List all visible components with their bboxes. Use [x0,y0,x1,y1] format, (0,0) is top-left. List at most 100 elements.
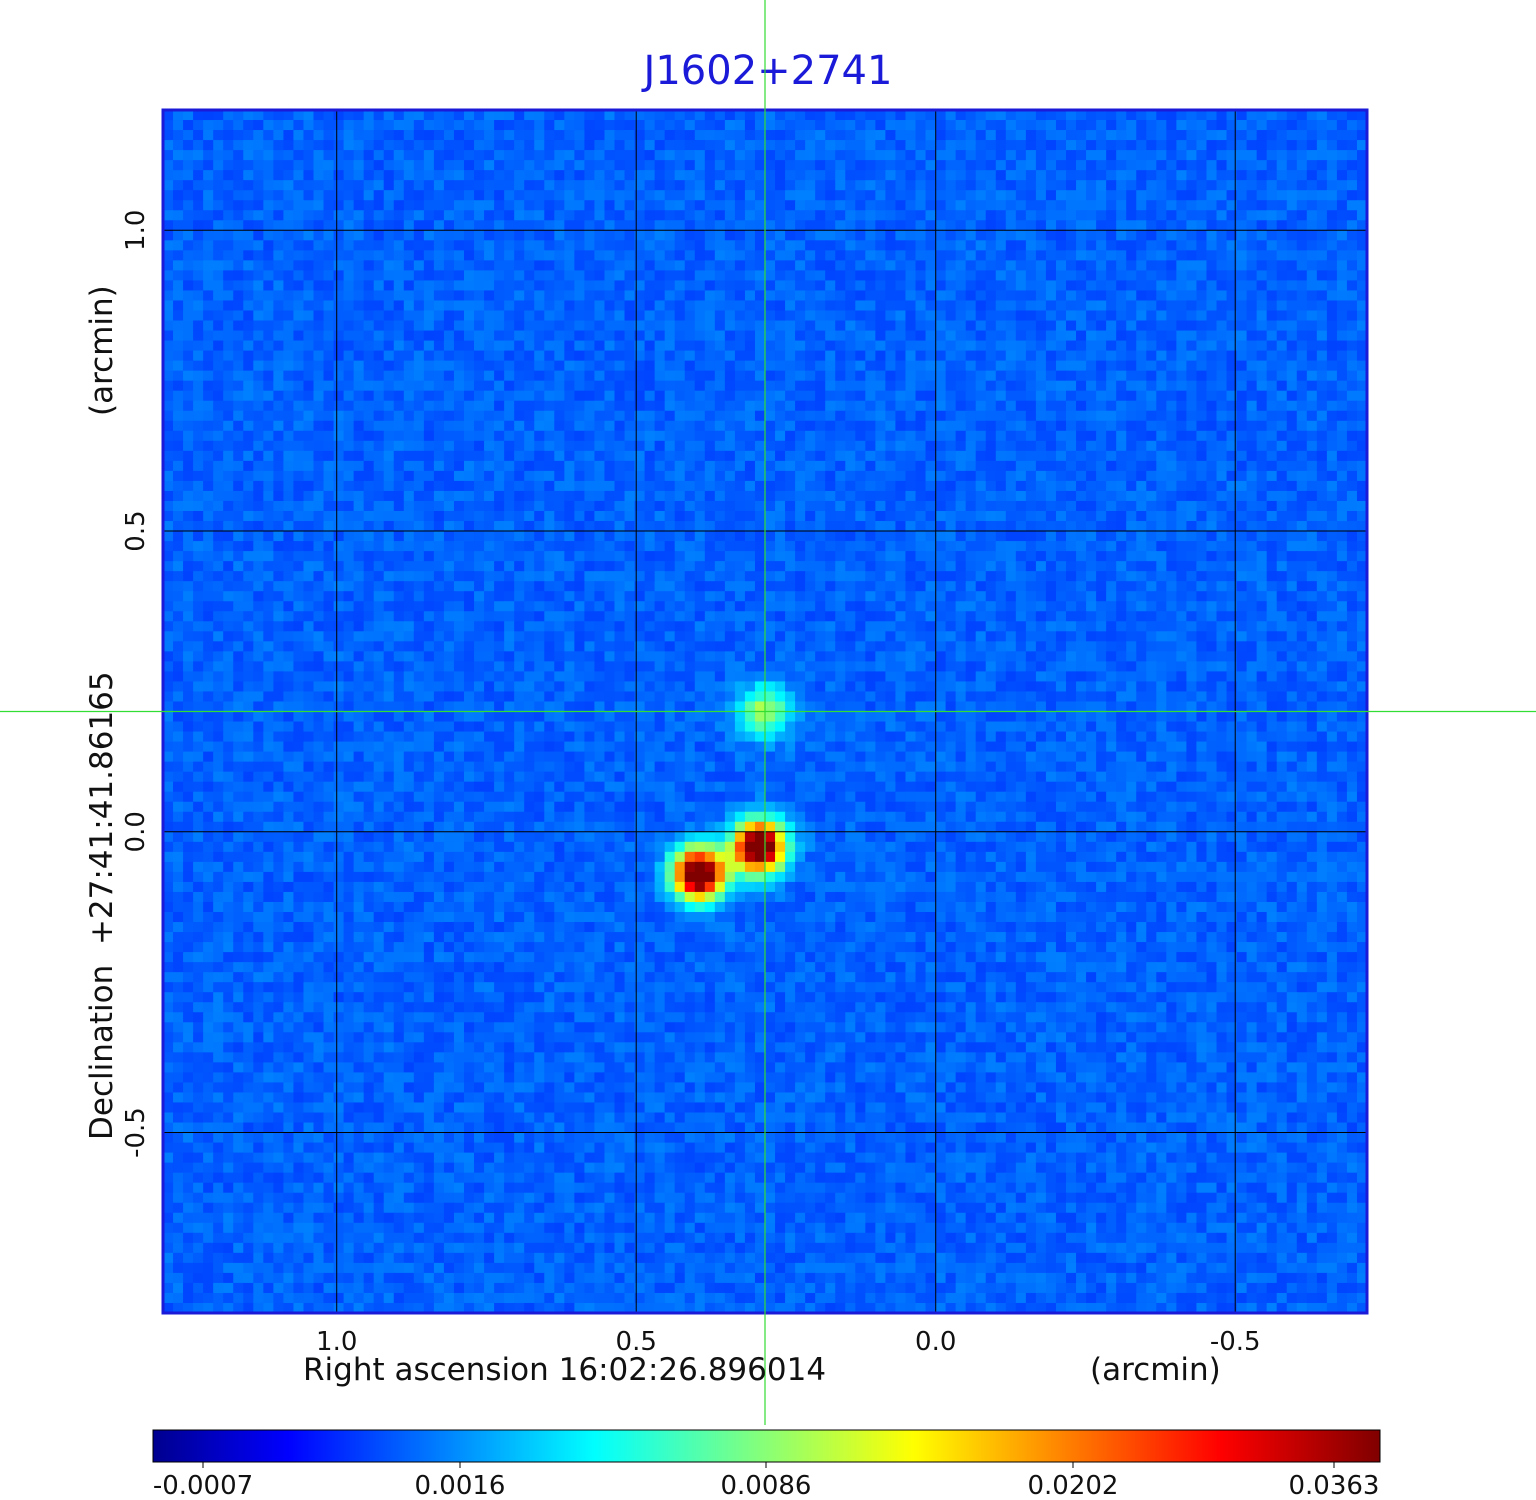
heatmap-pixel [163,120,174,131]
heatmap-pixel [624,420,636,432]
heatmap-pixel [644,500,656,512]
heatmap-pixel [1236,230,1248,241]
heatmap-pixel [213,350,224,362]
heatmap-pixel [564,160,575,171]
heatmap-pixel [514,250,525,261]
heatmap-pixel [1286,360,1298,372]
heatmap-pixel [443,220,455,231]
heatmap-pixel [815,140,826,151]
heatmap-pixel [1256,340,1268,352]
heatmap-pixel [1296,220,1308,231]
heatmap-pixel [624,480,636,492]
heatmap-pixel [895,360,907,372]
heatmap-pixel [1266,120,1278,131]
heatmap-pixel [795,490,806,502]
heatmap-pixel [213,220,224,231]
heatmap-pixel [805,460,816,472]
heatmap-pixel [1096,270,1107,282]
heatmap-pixel [1246,400,1258,412]
heatmap-pixel [704,240,716,251]
heatmap-pixel [1316,120,1328,131]
heatmap-pixel [1246,390,1258,402]
heatmap-pixel [1116,300,1127,312]
heatmap-pixel [805,270,816,282]
heatmap-pixel [584,160,596,171]
heatmap-pixel [1116,370,1127,382]
heatmap-pixel [1346,150,1358,161]
heatmap-pixel [664,190,676,201]
heatmap-pixel [474,370,485,382]
heatmap-pixel [845,240,856,251]
heatmap-pixel [494,390,505,402]
heatmap-pixel [1266,170,1278,181]
heatmap-pixel [1226,220,1238,231]
heatmap-pixel [293,310,305,322]
heatmap-pixel [293,230,305,241]
heatmap-pixel [604,511,616,522]
heatmap-pixel [564,380,575,392]
heatmap-pixel [895,440,907,452]
heatmap-pixel [865,410,876,422]
heatmap-pixel [985,400,997,412]
heatmap-pixel [1346,490,1358,502]
heatmap-pixel [524,450,535,462]
heatmap-pixel [343,290,355,302]
heatmap-pixel [734,460,746,472]
heatmap-pixel [1025,180,1037,191]
heatmap-pixel [1336,250,1348,261]
heatmap-pixel [253,160,264,171]
heatmap-pixel [233,170,244,181]
heatmap-pixel [754,250,766,261]
heatmap-pixel [604,320,616,332]
heatmap-pixel [1256,480,1268,492]
heatmap-pixel [734,130,746,141]
heatmap-pixel [1146,330,1157,342]
heatmap-pixel [1286,270,1298,282]
heatmap-pixel [1276,470,1288,482]
heatmap-pixel [1266,160,1278,171]
heatmap-pixel [724,170,736,181]
heatmap-pixel [303,310,315,322]
heatmap-pixel [754,380,766,392]
heatmap-pixel [1216,130,1228,141]
heatmap-pixel [1246,140,1258,151]
heatmap-pixel [1106,370,1117,382]
heatmap-pixel [1076,370,1087,382]
heatmap-pixel [1015,290,1027,302]
heatmap-pixel [524,511,535,522]
heatmap-pixel [1186,280,1198,292]
heatmap-pixel [1126,450,1137,462]
heatmap-pixel [343,470,355,482]
heatmap-pixel [1346,340,1358,352]
heatmap-pixel [1286,420,1298,432]
heatmap-pixel [815,511,826,522]
heatmap-pixel [1306,150,1318,161]
heatmap-pixel [895,310,907,322]
heatmap-pixel [163,210,174,221]
heatmap-pixel [845,400,856,412]
heatmap-pixel [614,260,626,272]
heatmap-pixel [343,150,355,161]
heatmap-pixel [1356,440,1367,452]
heatmap-pixel [1015,390,1027,402]
heatmap-pixel [865,250,876,261]
heatmap-pixel [423,360,435,372]
heatmap-pixel [775,330,786,342]
heatmap-pixel [494,110,505,121]
heatmap-pixel [1055,140,1067,151]
heatmap-pixel [1156,120,1167,131]
heatmap-pixel [1316,170,1328,181]
heatmap-pixel [474,410,485,422]
heatmap-pixel [594,340,606,352]
heatmap-pixel [1186,210,1198,221]
heatmap-pixel [1045,240,1057,251]
heatmap-pixel [785,120,796,131]
heatmap-pixel [544,260,555,272]
heatmap-pixel [433,350,445,362]
heatmap-pixel [1276,390,1288,402]
heatmap-pixel [714,260,726,272]
heatmap-pixel [293,390,305,402]
heatmap-pixel [1226,460,1238,472]
heatmap-pixel [544,120,555,131]
heatmap-pixel [1286,350,1298,362]
